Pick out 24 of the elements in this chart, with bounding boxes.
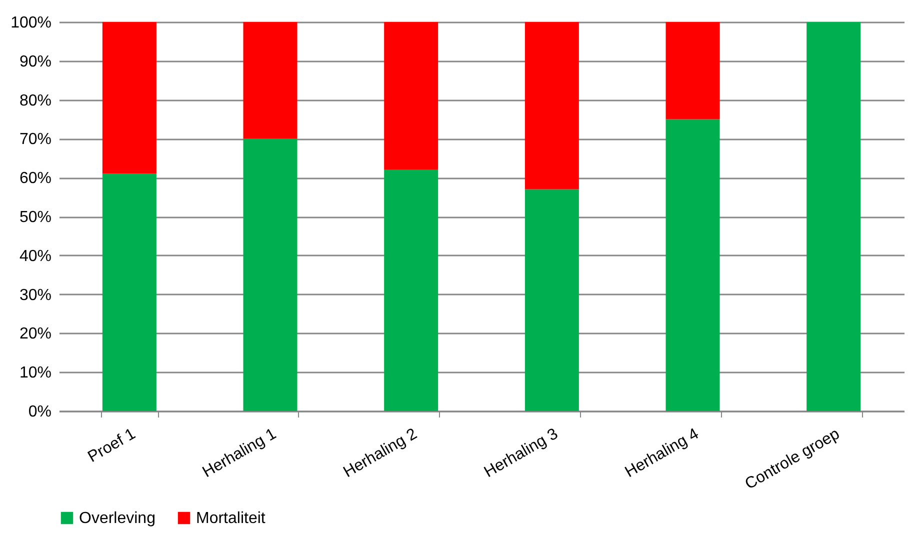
bar xyxy=(102,22,156,174)
bar xyxy=(524,22,579,190)
y-tick-label: 50% xyxy=(19,209,52,226)
bar xyxy=(384,22,438,170)
y-tick-label: 0% xyxy=(28,404,52,420)
bar xyxy=(243,22,298,139)
bar xyxy=(666,119,720,411)
y-tick-label: 100% xyxy=(10,14,52,32)
y-tick-label: 20% xyxy=(19,326,52,343)
bar xyxy=(243,138,298,411)
y-tick-label: 60% xyxy=(19,170,52,188)
legend-label: Mortaliteit xyxy=(196,510,266,527)
bar xyxy=(806,22,861,411)
bar xyxy=(524,189,579,411)
y-tick-label: 70% xyxy=(19,131,52,148)
bar xyxy=(666,22,720,120)
y-tick-label: 30% xyxy=(19,286,52,304)
y-tick-label: 90% xyxy=(19,53,52,70)
legend-label: Overleving xyxy=(79,510,156,527)
y-tick-label: 10% xyxy=(19,364,52,382)
y-tick-label: 80% xyxy=(19,92,52,110)
bar xyxy=(102,174,156,411)
bar xyxy=(384,170,438,411)
y-tick-label: 40% xyxy=(19,248,52,265)
